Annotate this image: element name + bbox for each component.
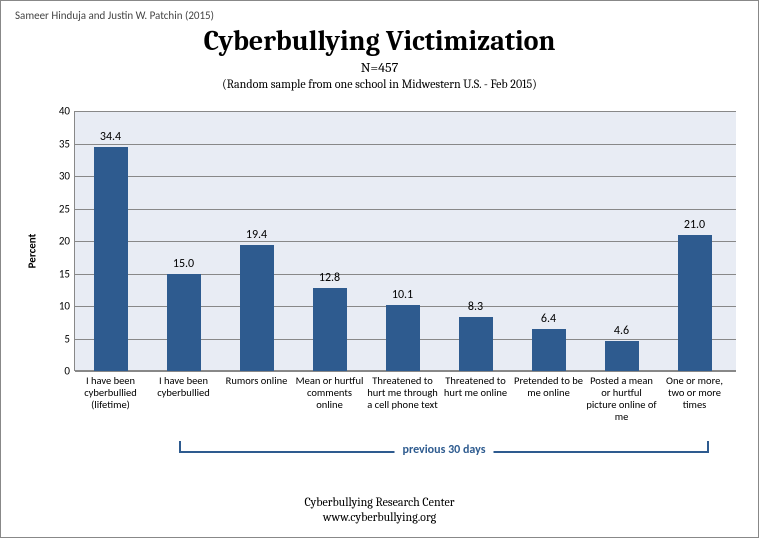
x-axis-label: One or more, two or more times [658,375,731,411]
bar-value-label: 12.8 [319,271,340,285]
bar-slot: 12.8 [293,111,366,371]
chart-subtitle-n: N=457 [1,59,758,76]
bar [678,235,712,372]
footer-url: www.cyberbullying.org [1,510,758,525]
y-tick-label: 10 [40,300,70,313]
x-axis-label: Pretended to be me online [512,375,585,399]
chart-area: Percent 0510152025303540 34.415.019.412.… [56,111,736,391]
x-axis-label: Rumors online [220,375,293,387]
grid-line [75,371,736,372]
bar [386,305,420,371]
bar [459,317,493,371]
bracket-label: previous 30 days [395,443,494,457]
bar-value-label: 10.1 [392,288,413,302]
bracket: previous 30 days [179,441,709,463]
bar-slot: 15.0 [147,111,220,371]
x-axis-label: Threatened to hurt me through a cell pho… [366,375,439,411]
footer-org: Cyberbullying Research Center [1,495,758,510]
y-tick-label: 35 [40,137,70,150]
bar-value-label: 21.0 [684,218,705,232]
bar-value-label: 34.4 [100,130,121,144]
y-tick-label: 20 [40,235,70,248]
bars-container: 34.4 15.0 19.4 12.8 10.1 8.3 6.4 4.6 21.0 [74,111,736,371]
bar-value-label: 6.4 [541,312,556,326]
chart-title: Cyberbullying Victimization [1,25,758,57]
bar [167,274,201,372]
bar-slot: 8.3 [439,111,512,371]
bracket-left-tick [179,441,181,451]
bar-slot: 4.6 [585,111,658,371]
bar [94,147,128,371]
bar-value-label: 8.3 [468,300,483,314]
bracket-right-tick [707,441,709,451]
bar-slot: 6.4 [512,111,585,371]
x-axis-label: Posted a mean or hurtful picture online … [585,375,658,423]
bar-value-label: 15.0 [173,257,194,271]
x-axis-label: I have been cyberbullied (lifetime) [74,375,147,411]
y-tick-label: 30 [40,170,70,183]
bar [240,245,274,371]
footer: Cyberbullying Research Center www.cyberb… [1,495,758,525]
chart-subtitle-desc: (Random sample from one school in Midwes… [1,77,758,91]
x-axis-label: Threatened to hurt me online [439,375,512,399]
x-axis-label: Mean or hurtful comments online [293,375,366,411]
bar-value-label: 4.6 [614,324,629,338]
y-axis-label: Percent [26,234,39,269]
y-tick-label: 0 [40,365,70,378]
bar-slot: 34.4 [74,111,147,371]
bar [605,341,639,371]
attribution-text: Sameer Hinduja and Justin W. Patchin (20… [15,9,214,22]
y-tick-label: 15 [40,267,70,280]
bar [313,288,347,371]
bar [532,329,566,371]
y-tick-label: 5 [40,332,70,345]
y-tick-label: 25 [40,202,70,215]
bar-slot: 19.4 [220,111,293,371]
bar-slot: 10.1 [366,111,439,371]
x-axis-label: I have been cyberbullied [147,375,220,399]
bar-value-label: 19.4 [246,228,267,242]
bar-slot: 21.0 [658,111,731,371]
y-tick-label: 40 [40,105,70,118]
